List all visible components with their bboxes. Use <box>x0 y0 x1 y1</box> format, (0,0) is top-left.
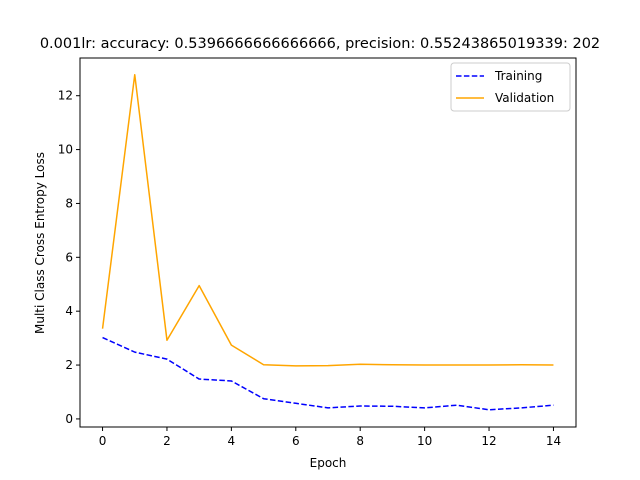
legend-label-validation: Validation <box>495 91 554 105</box>
x-tick-label: 0 <box>99 434 107 448</box>
x-tick-label: 6 <box>292 434 300 448</box>
y-axis-title: Multi Class Cross Entropy Loss <box>33 152 47 334</box>
y-tick-label: 2 <box>65 358 73 372</box>
plot-frame <box>79 57 577 428</box>
y-tick-label: 4 <box>65 304 73 318</box>
y-tick-label: 6 <box>65 250 73 264</box>
y-tick-label: 12 <box>58 89 73 103</box>
x-axis-title: Epoch <box>310 456 347 470</box>
x-tick-label: 10 <box>417 434 432 448</box>
x-tick-label: 8 <box>356 434 364 448</box>
legend: Training Validation <box>450 62 571 112</box>
series-line-training <box>102 336 554 411</box>
y-tick-label: 10 <box>58 143 73 157</box>
x-tick-label: 4 <box>228 434 236 448</box>
x-tick-label: 14 <box>546 434 561 448</box>
x-tick-label: 2 <box>163 434 171 448</box>
legend-box <box>450 62 571 112</box>
chart-title: 0.001lr: accuracy: 0.5396666666666666, p… <box>40 36 600 52</box>
y-tick-label: 8 <box>65 196 73 210</box>
legend-label-training: Training <box>494 69 542 83</box>
y-tick-label: 0 <box>65 412 73 426</box>
series-line-validation <box>101 73 554 367</box>
x-tick-label: 12 <box>481 434 496 448</box>
